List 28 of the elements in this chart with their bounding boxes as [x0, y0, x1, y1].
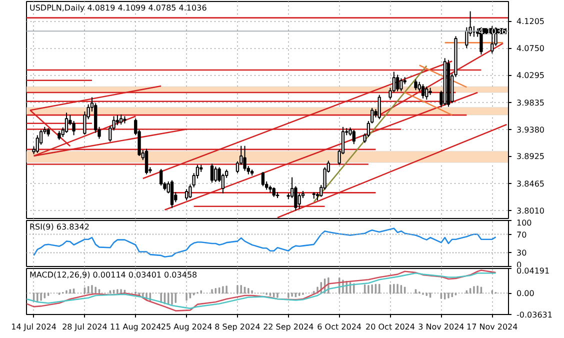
y-tick-label: 3.9835	[516, 98, 544, 108]
ref-line-label: 4.1036	[478, 27, 507, 36]
x-tick-label: 6 Oct 2024	[317, 322, 362, 332]
chart-title: MACD(12,26,9) 0.00114 0.03401 0.03458	[30, 270, 198, 280]
x-tick-label: 11 Aug 2024	[110, 322, 162, 332]
x-tick-label: 22 Sep 2024	[263, 322, 314, 332]
y-tick-label: -0.03631	[516, 310, 552, 320]
chart-title: USDPLN,Daily 4.0819 4.1099 4.0785 4.1036	[30, 4, 207, 12]
y-tick-label: 4.0750	[516, 44, 544, 54]
y-tick-label: 70	[516, 230, 527, 240]
y-tick-label: 0.04191	[516, 266, 550, 276]
x-tick-label: 14 Jul 2024	[11, 322, 56, 332]
y-tick-label: 3.8465	[516, 180, 544, 189]
y-tick-label: 100	[516, 218, 532, 228]
x-tick-label: 3 Nov 2024	[418, 322, 464, 332]
y-tick-label: 4.0295	[516, 71, 544, 80]
x-tick-label: 17 Nov 2024	[466, 322, 518, 332]
x-tick-label: 8 Sep 2024	[214, 322, 260, 332]
y-tick-label: 3.8925	[516, 152, 544, 162]
y-tick-label: 0.00	[516, 289, 534, 298]
x-tick-label: 28 Jul 2024	[62, 322, 108, 332]
x-tick-label: 20 Oct 2024	[366, 322, 416, 332]
chart-title: RSI(9) 63.8342	[30, 222, 90, 232]
x-tick-label: 25 Aug 2024	[160, 322, 212, 332]
y-tick-label: 30	[516, 248, 527, 258]
y-tick-label: 3.8010	[516, 206, 544, 216]
y-tick-label: 3.9380	[516, 125, 544, 134]
y-tick-label: 4.1205	[516, 17, 544, 26]
